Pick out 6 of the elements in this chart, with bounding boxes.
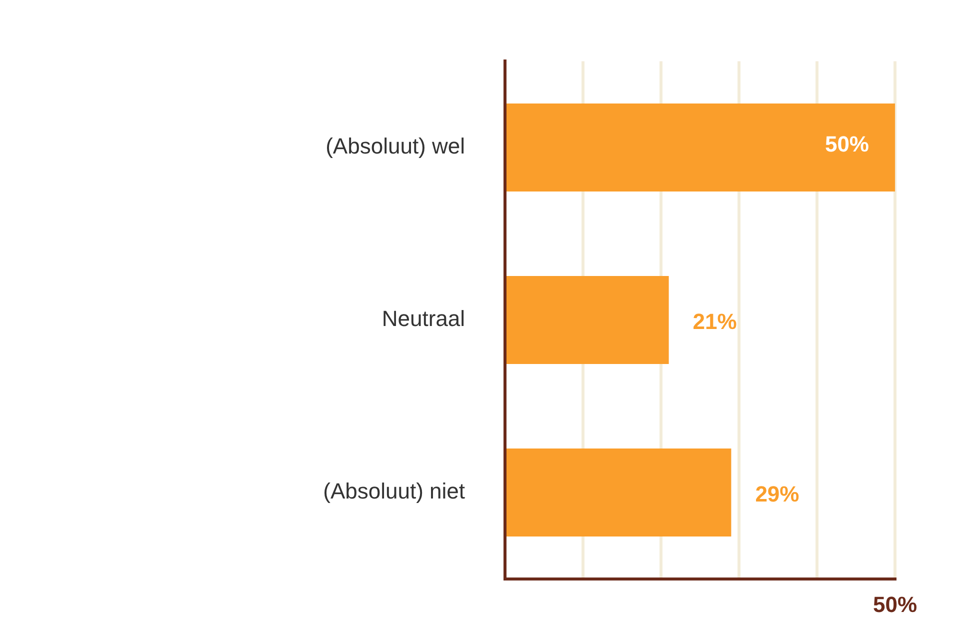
y-tick-label: (Absoluut) wel	[326, 134, 465, 159]
data-label: 21%	[692, 309, 737, 334]
y-tick-label: (Absoluut) niet	[323, 478, 465, 504]
data-label: 50%	[824, 132, 869, 157]
y-tick-label: Neutraal	[382, 306, 465, 332]
data-label: 29%	[755, 482, 800, 507]
